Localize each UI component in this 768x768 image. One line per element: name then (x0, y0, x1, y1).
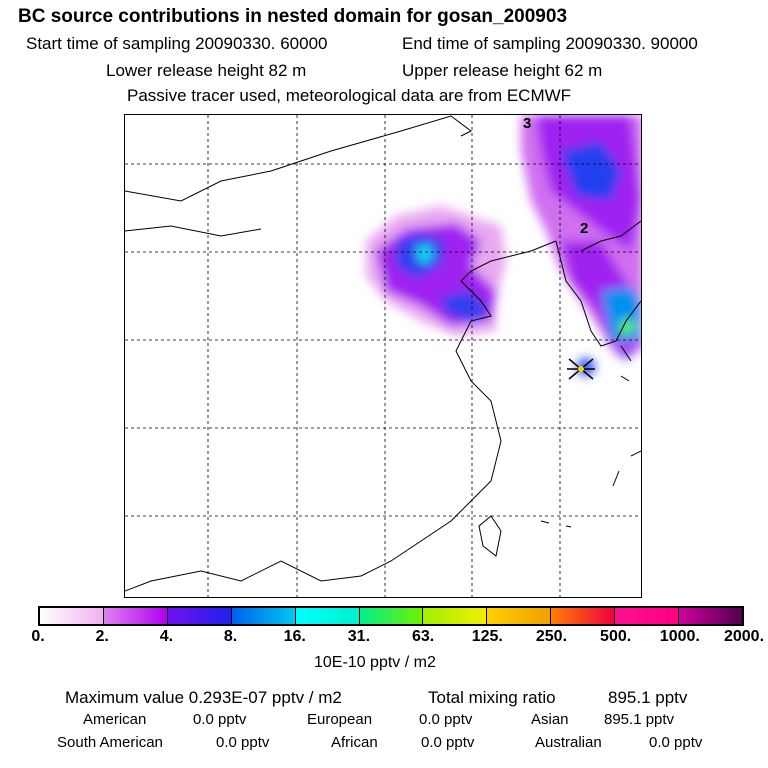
trajectory-marker-3: 3 (523, 115, 531, 132)
region-value: 0.0 pptv (193, 711, 247, 728)
colorbar-segment (615, 608, 680, 624)
grid-lines (125, 115, 643, 599)
colorbar-unit: 10E-10 pptv / m2 (314, 654, 436, 671)
region-value: 0.0 pptv (419, 711, 473, 728)
region-name: European (307, 711, 373, 728)
lower-release-height: Lower release height 82 m (106, 61, 307, 80)
colorbar (38, 606, 744, 626)
page-title: BC source contributions in nested domain… (18, 6, 568, 27)
upper-release-height: Upper release height 62 m (402, 61, 603, 80)
colorbar-segment (167, 608, 232, 624)
map-canvas: 3 2 (124, 115, 643, 599)
colorbar-segment (487, 608, 552, 624)
map-panel: 3 2 (124, 114, 643, 599)
tracer-info: Passive tracer used, meteorological data… (127, 86, 572, 105)
start-time: Start time of sampling 20090330. 60000 (26, 34, 328, 53)
end-time: End time of sampling 20090330. 90000 (402, 34, 698, 53)
colorbar-tick-label: 8. (223, 628, 238, 645)
coastlines (124, 115, 642, 592)
region-name: South American (57, 734, 163, 751)
receptor-marker (567, 358, 595, 380)
colorbar-tick-label: 1000. (659, 628, 700, 645)
region-name: Asian (531, 711, 569, 728)
colorbar-segment (423, 608, 488, 624)
region-value: 0.0 pptv (649, 734, 703, 751)
colorbar-segment (359, 608, 424, 624)
colorbar-tick-label: 125. (471, 628, 503, 645)
region-value: 0.0 pptv (421, 734, 475, 751)
total-mixing-value: 895.1 pptv (608, 688, 688, 707)
colorbar-segment (551, 608, 616, 624)
concentration-plume (366, 115, 643, 376)
colorbar-tick-label: 31. (347, 628, 371, 645)
maximum-value: Maximum value 0.293E-07 pptv / m2 (65, 688, 342, 707)
region-value: 895.1 pptv (604, 711, 675, 728)
colorbar-segment (103, 608, 168, 624)
region-name: Australian (535, 734, 602, 751)
colorbar-tick-label: 0. (31, 628, 45, 645)
colorbar-segment (231, 608, 296, 624)
region-name: African (331, 734, 378, 751)
colorbar-tick-label: 4. (159, 628, 174, 645)
colorbar-tick-label: 2. (95, 628, 109, 645)
region-name: American (83, 711, 147, 728)
colorbar-segment (295, 608, 360, 624)
colorbar-tick-label: 500. (600, 628, 632, 645)
region-value: 0.0 pptv (216, 734, 270, 751)
trajectory-marker-2: 2 (580, 220, 588, 237)
colorbar-tick-label: 250. (535, 628, 568, 645)
colorbar-segment (679, 608, 742, 624)
total-mixing-label: Total mixing ratio (428, 688, 556, 707)
colorbar-tick-label: 16. (283, 628, 306, 645)
colorbar-segment (40, 608, 104, 624)
colorbar-tick-label: 63. (411, 628, 435, 645)
colorbar-tick-label: 2000. (723, 628, 765, 645)
